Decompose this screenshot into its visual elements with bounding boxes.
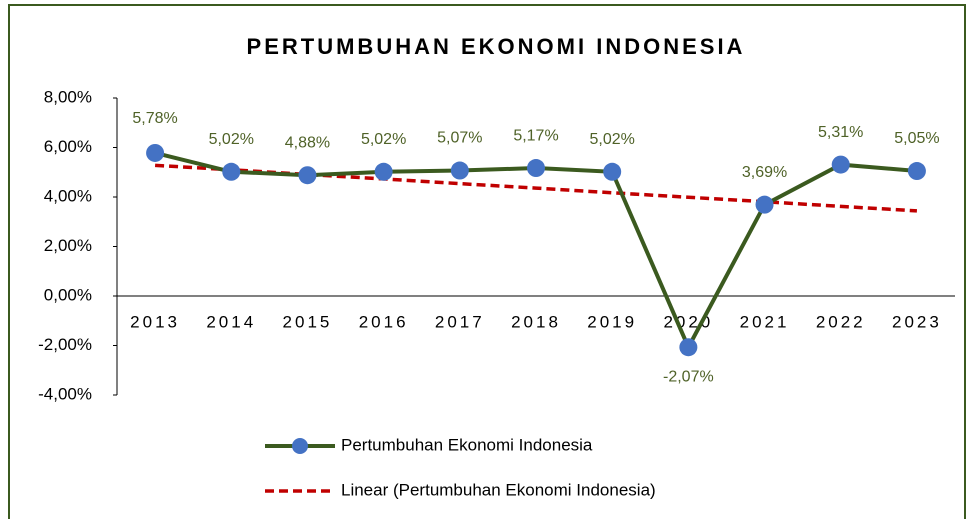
data-label: 5,02% — [209, 131, 254, 148]
x-tick-label: 2017 — [435, 312, 485, 331]
data-label: 3,69% — [742, 164, 787, 181]
marker — [374, 162, 393, 181]
marker — [298, 166, 317, 185]
marker — [450, 161, 469, 180]
data-label: 5,05% — [894, 130, 939, 147]
y-tick-label: -2,00% — [38, 335, 92, 354]
marker — [603, 162, 622, 181]
x-tick-label: 2021 — [740, 312, 790, 331]
x-tick-label: 2016 — [359, 312, 409, 331]
y-tick-label: -4,00% — [38, 384, 92, 403]
legend-marker — [292, 438, 308, 454]
x-tick-label: 2015 — [283, 312, 333, 331]
marker — [831, 155, 850, 174]
data-label: -2,07% — [663, 368, 714, 385]
marker — [755, 195, 774, 214]
chart-frame — [8, 4, 966, 524]
marker — [146, 143, 165, 162]
x-tick-label: 2019 — [587, 312, 637, 331]
marker — [679, 338, 698, 357]
x-tick-label: 2013 — [130, 312, 180, 331]
data-label: 5,02% — [589, 131, 634, 148]
legend-label: Linear (Pertumbuhan Ekonomi Indonesia) — [341, 480, 656, 499]
y-tick-label: 6,00% — [44, 137, 92, 156]
y-tick-label: 4,00% — [44, 186, 92, 205]
data-label: 5,17% — [513, 127, 558, 144]
x-tick-label: 2023 — [892, 312, 942, 331]
x-tick-label: 2022 — [816, 312, 866, 331]
x-tick-label: 2014 — [206, 312, 256, 331]
y-tick-label: 8,00% — [44, 87, 92, 106]
data-label: 5,02% — [361, 131, 406, 148]
marker — [222, 162, 241, 181]
data-label: 5,07% — [437, 130, 482, 147]
data-label: 5,78% — [132, 110, 177, 127]
legend-label: Pertumbuhan Ekonomi Indonesia — [341, 435, 593, 454]
y-tick-label: 0,00% — [44, 285, 92, 304]
x-tick-label: 2018 — [511, 312, 561, 331]
marker — [527, 159, 545, 178]
data-label: 5,31% — [818, 124, 863, 141]
y-tick-label: 2,00% — [44, 236, 92, 255]
data-label: 4,88% — [285, 134, 330, 151]
chart-title: PERTUMBUHAN EKONOMI INDONESIA — [247, 34, 746, 59]
marker — [907, 162, 926, 181]
